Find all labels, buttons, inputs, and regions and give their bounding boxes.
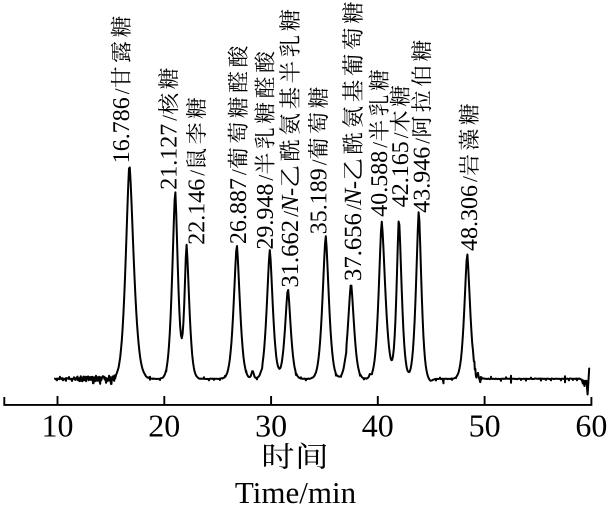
svg-text:20: 20 [148,408,180,444]
svg-text:Time/min: Time/min [235,475,357,509]
svg-text:50: 50 [469,408,501,444]
svg-text:40: 40 [362,408,394,444]
svg-text:60: 60 [575,408,607,444]
svg-text:10: 10 [42,408,74,444]
svg-text:30: 30 [255,408,287,444]
